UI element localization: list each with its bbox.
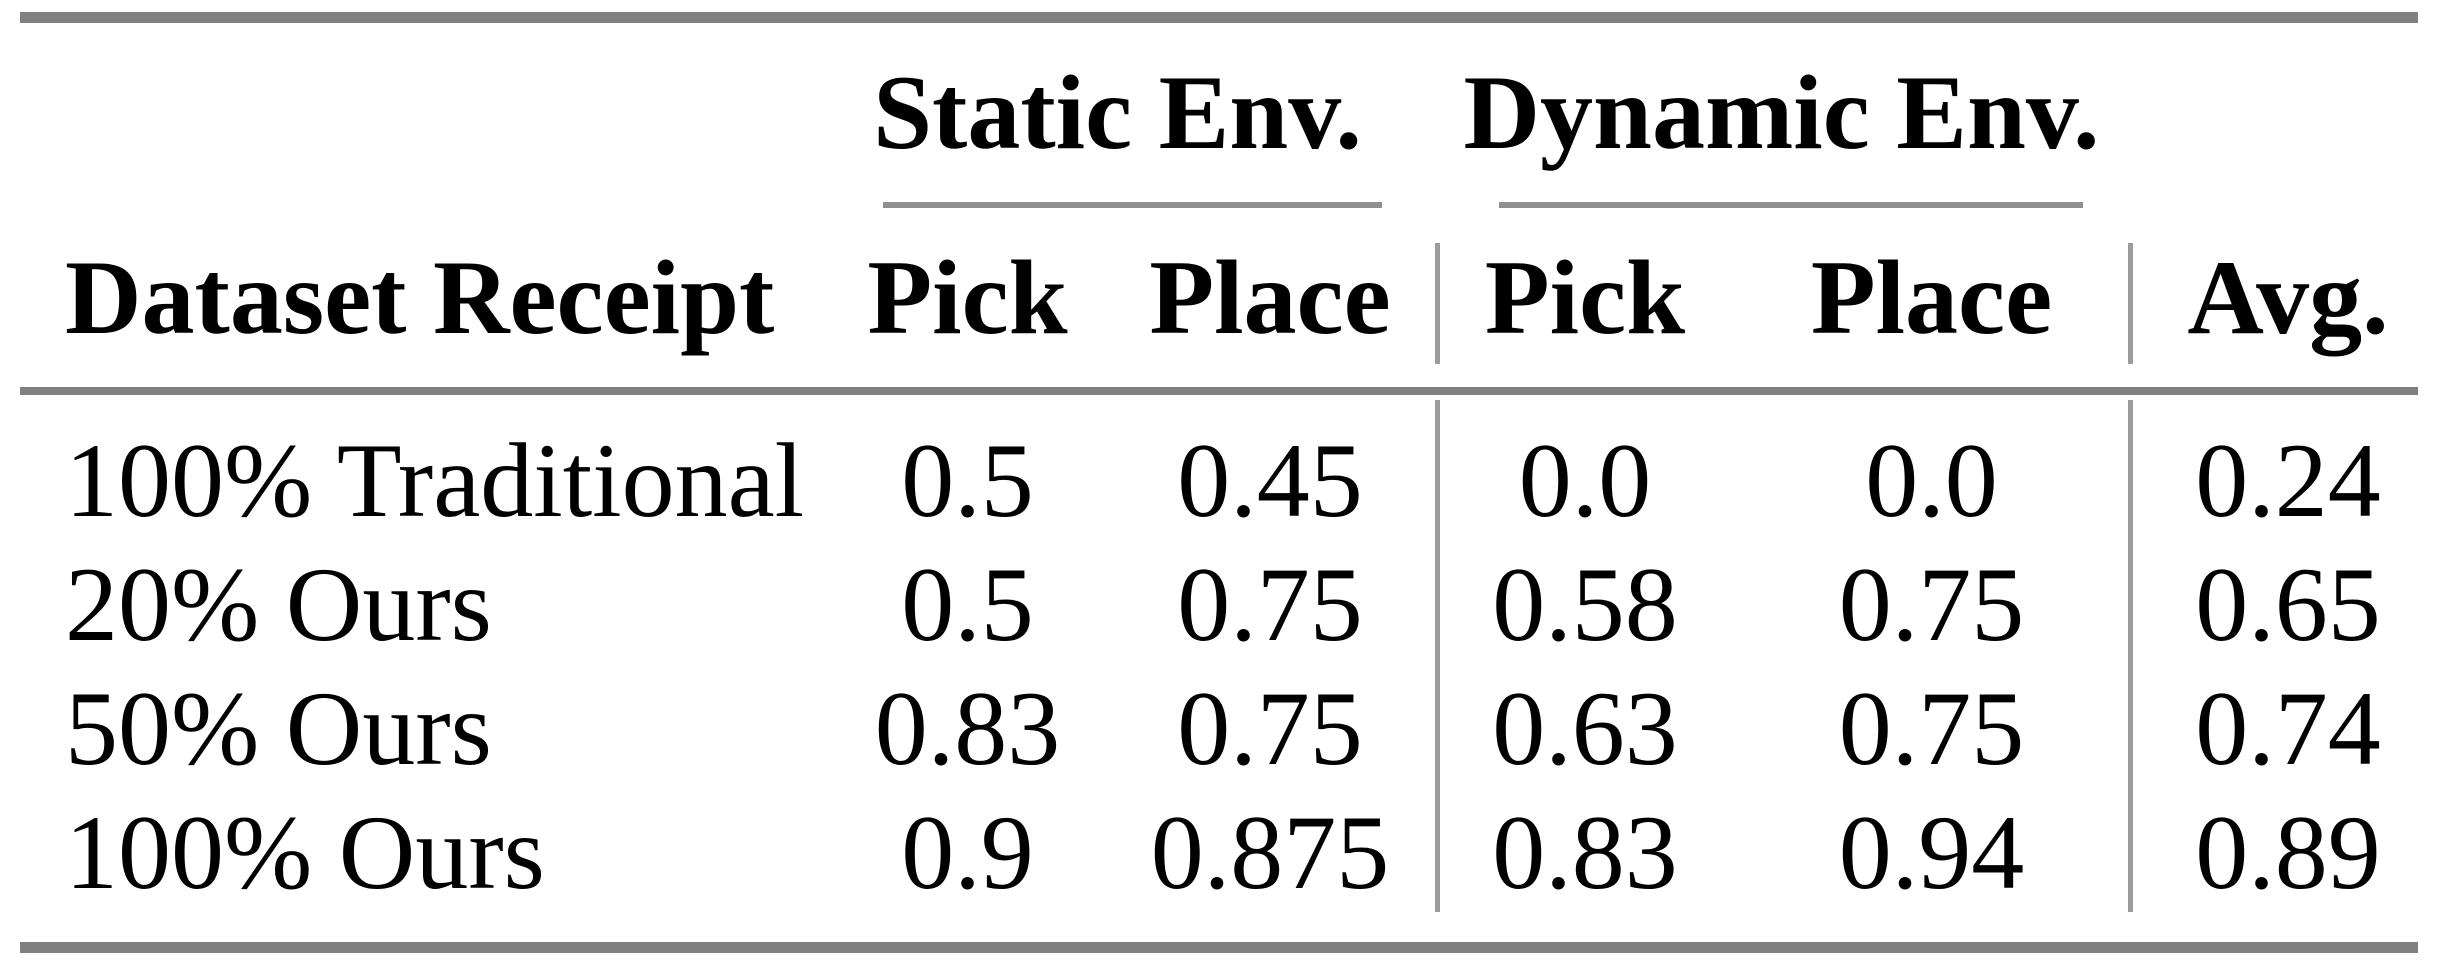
cell-value: 0.75 [1838, 546, 2025, 663]
cell-value: 0.65 [2195, 546, 2381, 663]
col-header-dynamic-place: Place [1810, 238, 2053, 356]
column-divider [1435, 243, 1440, 364]
cell-value: 0.83 [874, 670, 1061, 787]
cell-value: 0.75 [1177, 670, 1363, 787]
col-header-dynamic-pick: Pick [1484, 238, 1686, 356]
bottom-rule [20, 942, 2418, 953]
cell-value: 0.94 [1838, 794, 2025, 911]
col-header-static-pick: Pick [867, 238, 1068, 356]
cell-value: 0.74 [2195, 670, 2381, 787]
cell-value: 0.45 [1177, 422, 1363, 539]
cell-value: 0.63 [1492, 670, 1678, 787]
row-label: 50% Ours [65, 670, 492, 787]
group-header-dynamic-env: Dynamic Env. [1463, 53, 2100, 171]
column-divider [1435, 400, 1440, 912]
cell-value: 0.75 [1177, 546, 1363, 663]
cell-value: 0.83 [1492, 794, 1678, 911]
cell-value: 0.89 [2195, 794, 2381, 911]
cell-value: 0.875 [1150, 794, 1390, 911]
dynamic-env-cmidrule [1499, 202, 2083, 208]
col-header-avg: Avg. [2187, 238, 2389, 356]
column-divider [2128, 243, 2133, 364]
row-label: 100% Traditional [65, 422, 805, 539]
row-label: 100% Ours [65, 794, 545, 911]
header-rule [20, 387, 2418, 395]
column-divider [2128, 400, 2133, 912]
cell-value: 0.9 [901, 794, 1034, 911]
cell-value: 0.24 [2195, 422, 2381, 539]
top-rule [20, 12, 2418, 23]
cell-value: 0.58 [1492, 546, 1678, 663]
cell-value: 0.0 [1518, 422, 1652, 539]
static-env-cmidrule [883, 202, 1382, 208]
group-header-static-env: Static Env. [873, 53, 1362, 171]
col-header-dataset-receipt: Dataset Receipt [65, 238, 775, 356]
cell-value: 0.5 [901, 422, 1034, 539]
cell-value: 0.75 [1838, 670, 2025, 787]
col-header-static-place: Place [1149, 238, 1391, 356]
cell-value: 0.5 [901, 546, 1034, 663]
results-table-grid: Static Env. Dynamic Env. Dataset Receipt… [20, 23, 2418, 915]
cell-value: 0.0 [1865, 422, 1998, 539]
row-label: 20% Ours [65, 546, 492, 663]
